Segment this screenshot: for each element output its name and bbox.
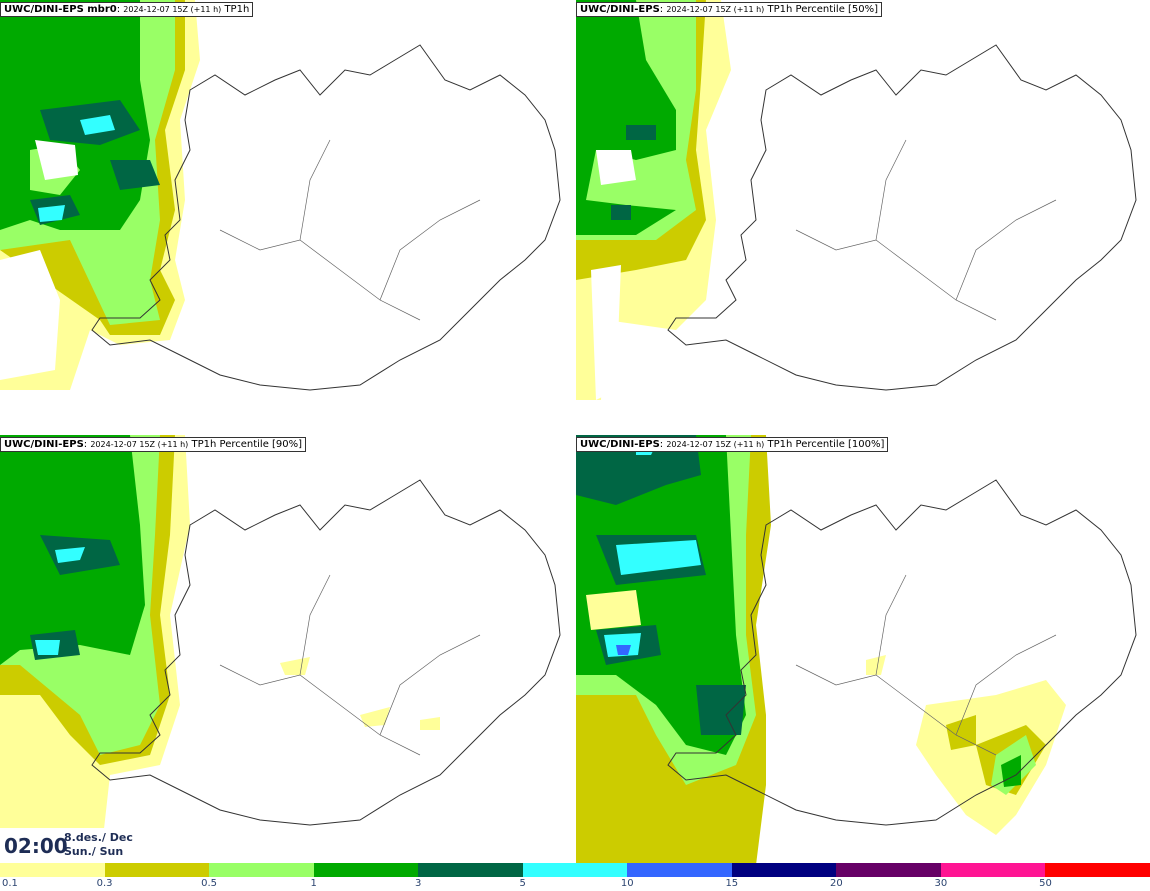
legend-swatch — [0, 863, 105, 877]
valid-date-line1: 8.des./ Dec — [64, 831, 133, 844]
precip-field — [0, 0, 200, 390]
legend-swatch — [209, 863, 315, 877]
precip-field — [576, 435, 1066, 865]
legend-swatch — [731, 863, 837, 877]
panel-title: UWC/DINI-EPS: 2024-12-07 15Z (+11 h) TP1… — [576, 437, 889, 452]
legend-tick: 5 — [519, 878, 526, 889]
legend-swatch — [104, 863, 210, 877]
legend-swatch — [313, 863, 419, 877]
legend-swatch — [940, 863, 1046, 877]
legend-tick: 0.3 — [96, 878, 113, 889]
map-panel-p100: UWC/DINI-EPS: 2024-12-07 15Z (+11 h) TP1… — [576, 435, 1150, 868]
valid-time-box: 02:00 8.des./ Dec Sun./ Sun — [0, 828, 163, 863]
legend-tick: 10 — [620, 878, 634, 889]
coastline — [91, 44, 561, 391]
legend-tick: 0.1 — [2, 878, 18, 889]
precip-field — [576, 0, 731, 400]
legend-tick: 15 — [725, 878, 739, 889]
coastline — [91, 479, 561, 826]
map-panel-p50: UWC/DINI-EPS: 2024-12-07 15Z (+11 h) TP1… — [576, 0, 1150, 433]
map-panel-p90: UWC/DINI-EPS: 2024-12-07 15Z (+11 h) TP1… — [0, 435, 574, 868]
legend-swatch — [1045, 863, 1150, 877]
precip-map — [576, 0, 1137, 400]
coastline — [667, 479, 1137, 826]
precip-map — [576, 435, 1137, 865]
valid-date-line2: Sun./ Sun — [64, 845, 124, 858]
precip-map — [0, 435, 561, 865]
legend-tick: 3 — [414, 878, 422, 889]
legend-swatch — [627, 863, 733, 877]
valid-time: 02:00 — [4, 834, 68, 858]
color-legend: 0.1 0.3 0.5 1 3 5 10 15 20 30 50 — [0, 863, 1150, 891]
legend-tick: 0.5 — [201, 878, 218, 889]
precip-field — [0, 435, 440, 865]
legend-swatch — [522, 863, 628, 877]
legend-tick: 30 — [934, 878, 948, 889]
valid-date: 8.des./ Dec Sun./ Sun — [64, 831, 133, 859]
precip-map — [0, 0, 561, 391]
map-panel-mbr0: UWC/DINI-EPS mbr0: 2024-12-07 15Z (+11 h… — [0, 0, 574, 433]
panel-title: UWC/DINI-EPS mbr0: 2024-12-07 15Z (+11 h… — [0, 2, 254, 17]
coastline — [667, 44, 1137, 391]
legend-tick: 1 — [310, 878, 317, 889]
panel-title: UWC/DINI-EPS: 2024-12-07 15Z (+11 h) TP1… — [576, 2, 883, 17]
legend-swatch — [836, 863, 942, 877]
panel-title: UWC/DINI-EPS: 2024-12-07 15Z (+11 h) TP1… — [0, 437, 307, 452]
legend-tick: 20 — [829, 878, 843, 889]
legend-swatch — [418, 863, 524, 877]
legend-tick: 50 — [1039, 878, 1052, 889]
